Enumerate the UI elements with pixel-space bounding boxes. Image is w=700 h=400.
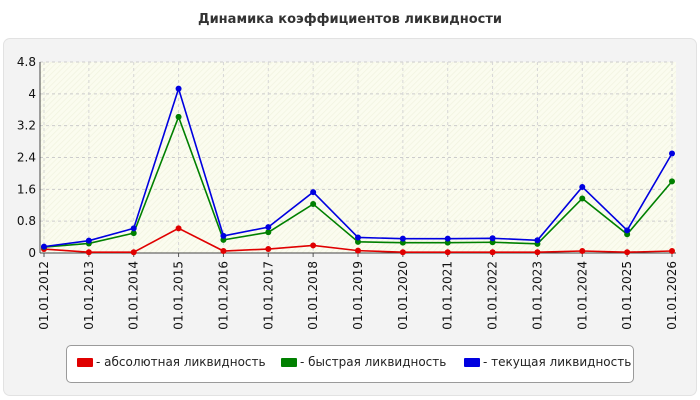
series-2-point [85, 237, 92, 244]
y-tick-label: 3.2 [17, 119, 36, 133]
y-tick-label: 1.6 [17, 182, 36, 196]
x-tick-label: 01.01.2015 [172, 261, 186, 330]
series-2-point [310, 189, 317, 196]
x-tick-label: 01.01.2025 [620, 261, 634, 330]
x-tick-label: 01.01.2024 [575, 261, 589, 330]
series-2-point [399, 235, 406, 242]
x-tick-label: 01.01.2023 [530, 261, 544, 330]
series-2-point [355, 234, 361, 241]
x-tick-label: 01.01.2013 [82, 261, 96, 330]
legend-item-quick: - быстрая ликвидность [281, 355, 446, 369]
series-0-point [85, 249, 92, 256]
legend-label-absolute: - абсолютная ликвидность [96, 355, 266, 369]
legend-swatch-absolute [77, 357, 93, 367]
series-2-point [624, 227, 631, 234]
series-2-point [579, 183, 586, 190]
series-0-point [579, 248, 586, 255]
series-1-point [579, 195, 586, 202]
x-tick-label: 01.01.2016 [216, 261, 230, 330]
legend-label-current: - текущая ликвидность [483, 355, 632, 369]
series-1-point [265, 229, 272, 236]
x-tick-label: 01.01.2022 [486, 261, 500, 330]
chart-legend: - абсолютная ликвидность - быстрая ликви… [66, 345, 634, 383]
series-0-point [399, 249, 406, 256]
series-0-point [265, 246, 272, 253]
series-2-point [444, 235, 451, 242]
y-tick-label: 0 [28, 246, 36, 260]
x-tick-label: 01.01.2014 [127, 261, 141, 330]
legend-swatch-current [464, 357, 480, 367]
series-0-point [534, 249, 541, 256]
series-2-point [265, 224, 272, 231]
series-1-point [669, 178, 675, 185]
series-0-point [220, 248, 227, 255]
x-tick-label: 01.01.2012 [37, 261, 51, 330]
legend-swatch-quick [281, 357, 297, 367]
y-tick-label: 4.8 [17, 55, 36, 69]
x-tick-label: 01.01.2021 [441, 261, 455, 330]
series-0-point [130, 249, 137, 256]
series-2-point [534, 237, 541, 244]
legend-item-absolute: - абсолютная ликвидность [77, 355, 266, 369]
series-0-point [175, 225, 182, 232]
chart-title: Динамика коэффициентов ликвидности [198, 12, 502, 27]
y-tick-label: 4 [28, 87, 36, 101]
series-0-point [489, 249, 496, 256]
series-2-point [220, 232, 227, 239]
series-1-point [355, 238, 361, 245]
y-tick-label: 2.4 [17, 151, 36, 165]
x-tick-label: 01.01.2017 [261, 261, 275, 330]
legend-item-current: - текущая ликвидность [464, 355, 631, 369]
series-0-point [355, 247, 361, 254]
series-2-point [41, 243, 47, 250]
x-tick-label: 01.01.2020 [396, 261, 410, 330]
x-tick-label: 01.01.2018 [306, 261, 320, 330]
series-2-point [669, 150, 675, 157]
series-1-point [130, 230, 137, 237]
y-tick-label: 0.8 [17, 214, 36, 228]
series-1-point [310, 201, 317, 208]
series-0-point [624, 249, 631, 256]
series-0-point [310, 242, 317, 249]
series-2-point [489, 235, 496, 242]
series-2-point [130, 225, 137, 232]
series-1-point [175, 113, 182, 120]
series-2-point [175, 85, 182, 92]
legend-label-quick: - быстрая ликвидность [300, 355, 447, 369]
series-0-point [444, 249, 451, 256]
x-tick-label: 01.01.2026 [665, 261, 679, 330]
x-tick-label: 01.01.2019 [351, 261, 365, 330]
series-0-point [669, 248, 675, 255]
